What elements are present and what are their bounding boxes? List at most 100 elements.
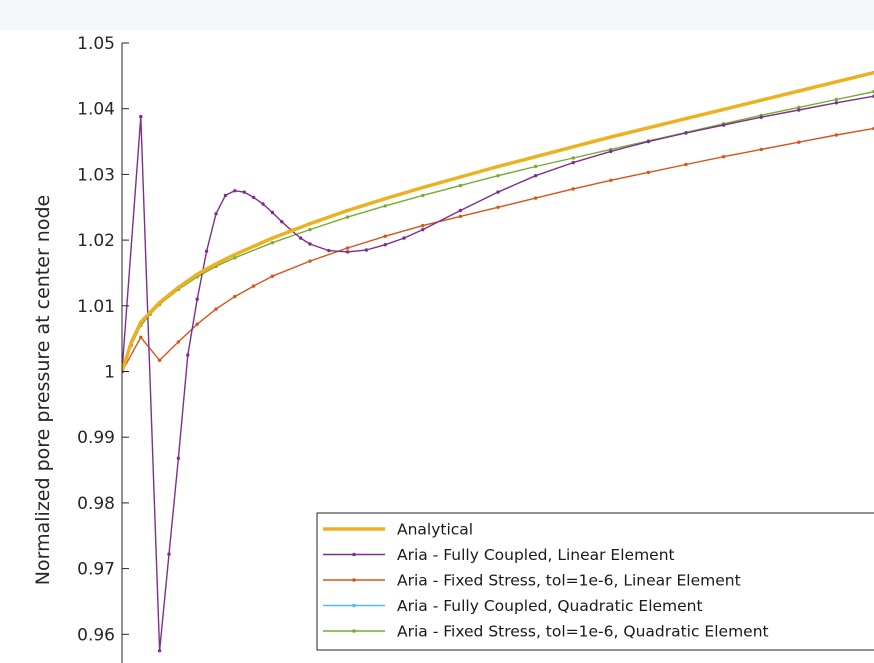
legend-marker	[352, 603, 356, 608]
data-point	[176, 340, 181, 344]
series-line	[122, 90, 874, 372]
data-point	[496, 190, 500, 194]
data-point	[458, 214, 463, 219]
data-point	[298, 236, 303, 240]
data-point	[383, 243, 387, 247]
data-point	[533, 196, 538, 200]
data-point	[834, 133, 839, 137]
data-point	[214, 307, 218, 311]
data-point	[204, 249, 209, 253]
y-tick-label: 0.96	[77, 625, 115, 645]
data-point	[797, 108, 801, 112]
y-tick-label: 1	[104, 363, 115, 383]
plot-area	[122, 70, 874, 653]
data-point	[251, 195, 256, 200]
y-tick-label: 1.05	[77, 34, 115, 54]
data-point	[721, 155, 726, 159]
data-point	[345, 215, 350, 219]
data-point	[421, 227, 425, 232]
data-point	[308, 259, 312, 263]
y-tick-label: 1.01	[77, 297, 115, 317]
data-point	[609, 149, 613, 154]
data-point	[308, 242, 312, 246]
data-point	[233, 294, 237, 299]
data-point	[571, 187, 575, 191]
legend-box	[316, 512, 874, 651]
legend: Analytical Aria - Fully Coupled, Linear E…	[316, 512, 874, 651]
data-point	[421, 193, 425, 198]
data-point	[308, 227, 312, 232]
y-tick-label: 1.03	[77, 165, 115, 185]
legend-marker	[352, 552, 356, 557]
series-3	[122, 126, 874, 374]
data-point	[834, 97, 839, 102]
y-axis: 0.96 0.97 0.98 0.99 1 1.01 1.02 1.03 1.04 1.05	[77, 34, 129, 663]
data-point	[797, 140, 801, 144]
data-point	[759, 147, 763, 152]
data-point	[345, 246, 350, 250]
data-point	[195, 322, 199, 326]
y-tick-label: 1.04	[77, 100, 115, 120]
data-point	[571, 156, 575, 160]
series-2	[122, 94, 874, 653]
data-point	[195, 297, 199, 301]
legend-label: Aria - Fully Coupled, Linear Element	[397, 546, 675, 564]
y-tick-label: 1.02	[77, 231, 115, 251]
legend-label: Aria - Fully Coupled, Quadratic Element	[397, 597, 703, 615]
data-point	[139, 114, 143, 119]
data-point	[157, 649, 162, 653]
data-point	[458, 183, 463, 188]
data-point	[242, 190, 246, 194]
data-point	[383, 234, 387, 238]
data-point	[646, 139, 651, 144]
series-line	[122, 70, 874, 373]
data-point	[139, 335, 143, 339]
data-point	[533, 174, 538, 178]
data-point	[364, 248, 369, 252]
data-point	[421, 223, 425, 228]
data-point	[721, 123, 726, 127]
data-point	[345, 250, 350, 254]
series-1	[122, 70, 874, 373]
data-point	[609, 178, 613, 182]
data-point	[458, 208, 463, 213]
data-point	[327, 248, 331, 253]
data-point	[496, 174, 500, 178]
y-tick-label: 0.97	[77, 560, 115, 580]
data-point	[157, 358, 162, 362]
legend-label: Analytical	[397, 521, 473, 539]
y-tick-label: 0.99	[77, 428, 115, 448]
data-point	[646, 170, 651, 175]
data-point	[402, 236, 406, 240]
data-point	[176, 456, 181, 460]
data-point	[797, 105, 801, 110]
data-point	[759, 115, 763, 119]
legend-marker	[352, 578, 356, 582]
data-point	[533, 164, 538, 169]
data-point	[684, 162, 688, 167]
y-tick-label: 0.98	[77, 494, 115, 514]
data-point	[834, 101, 839, 105]
data-point	[186, 353, 190, 357]
data-point	[280, 220, 284, 224]
series-5	[122, 89, 874, 374]
data-point	[496, 205, 500, 209]
data-point	[571, 160, 575, 165]
legend-label: Aria - Fixed Stress, tol=1e-6, Linear El…	[397, 572, 741, 590]
legend-marker	[352, 629, 356, 633]
data-point	[684, 131, 688, 135]
data-point	[167, 552, 171, 556]
data-point	[251, 284, 256, 288]
data-point	[214, 212, 218, 216]
data-point	[233, 189, 237, 193]
y-axis-label: Normalized pore pressure at center node	[32, 195, 54, 585]
data-point	[383, 204, 387, 208]
data-point	[270, 210, 275, 215]
header-band	[0, 0, 874, 30]
data-point	[270, 274, 275, 278]
legend-label: Aria - Fixed Stress, tol=1e-6, Quadratic…	[397, 623, 769, 641]
data-point	[270, 241, 275, 245]
data-point	[223, 193, 228, 198]
data-point	[261, 202, 265, 206]
